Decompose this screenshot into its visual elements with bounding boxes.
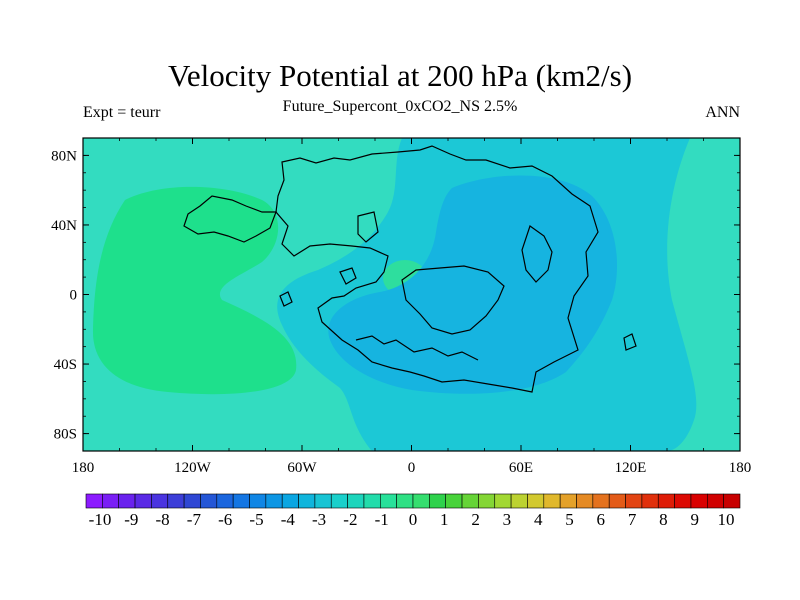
colorbar-swatch (281, 493, 299, 509)
inner-sea-outline (401, 265, 505, 335)
colorbar-swatch (314, 493, 332, 509)
colorbar-swatch (592, 493, 610, 509)
colorbar-swatch (249, 493, 267, 509)
colorbar-swatch (608, 493, 626, 509)
field-positive-region (92, 186, 297, 395)
colorbar-swatch (706, 493, 724, 509)
lon-tick-label: 60W (287, 460, 317, 476)
island-outline-4 (279, 291, 293, 307)
colorbar-label: -1 (374, 510, 389, 529)
colorbar-label: 6 (596, 510, 606, 529)
colorbar-swatch (445, 493, 463, 509)
colorbar-swatch (690, 493, 708, 509)
colorbar-swatch (216, 493, 234, 509)
colorbar-label: 2 (471, 510, 480, 529)
lon-tick-label: 180 (72, 460, 95, 476)
colorbar-label: -5 (249, 510, 264, 529)
colorbar-swatch (134, 493, 152, 509)
lon-tick-label: 120W (174, 460, 212, 476)
colorbar-swatch (559, 493, 577, 509)
colorbar-label: 9 (690, 510, 699, 529)
colorbar-swatch (347, 493, 365, 509)
colorbar-label: -9 (124, 510, 139, 529)
colorbar-label: 7 (627, 510, 637, 529)
lon-tick-label: 180 (729, 460, 752, 476)
colorbar-label: 1 (440, 510, 449, 529)
colorbar-swatch (429, 493, 447, 509)
plot-subtitle: Future_Supercont_0xCO2_NS 2.5% (282, 98, 518, 115)
colorbar-swatch (494, 493, 512, 509)
colorbar-swatch (412, 493, 430, 509)
colorbar-swatch (674, 493, 692, 509)
colorbar-swatch (461, 493, 479, 509)
colorbar-swatch (363, 493, 381, 509)
colorbar-swatch (118, 493, 136, 509)
colorbar-label: -4 (280, 510, 295, 529)
colorbar-swatch (232, 493, 250, 509)
supercontinent-outline (275, 145, 599, 393)
lon-tick-label: 120E (615, 460, 647, 476)
island-outline-3 (623, 333, 637, 351)
lon-tick-label: 60E (509, 460, 533, 476)
colorbar-swatch (298, 493, 316, 509)
colorbar-swatch (510, 493, 528, 509)
western-peninsula-outline (183, 195, 277, 243)
lat-tick-label: 80S (54, 427, 77, 443)
colorbar-label: 0 (408, 510, 418, 529)
colorbar-swatch (527, 493, 545, 509)
lat-tick-label: 0 (70, 288, 78, 304)
island-outline-2 (357, 211, 379, 243)
colorbar-swatch (396, 493, 414, 509)
plot-title: Velocity Potential at 200 hPa (km2/s) (167, 58, 633, 93)
colorbar-swatch (379, 493, 397, 509)
colorbar-label: -2 (343, 510, 358, 529)
colorbar-swatch (167, 493, 185, 509)
colorbar-swatch (102, 493, 119, 509)
lat-tick-label: 80N (51, 148, 77, 164)
season-label: ANN (705, 104, 740, 121)
island-outline-1 (339, 267, 357, 285)
colorbar-label: 3 (502, 510, 512, 529)
colorbar-label: 5 (565, 510, 574, 529)
colorbar-swatch (265, 493, 283, 509)
lat-tick-label: 40N (51, 218, 77, 234)
colorbar-swatch (723, 493, 741, 509)
colorbar-swatch (330, 493, 348, 509)
colorbar-label: -3 (312, 510, 327, 529)
lon-tick-label: 0 (408, 460, 416, 476)
colorbar-label: -6 (218, 510, 233, 529)
colorbar (85, 493, 741, 509)
field-negative-core (328, 175, 618, 394)
lat-tick-label: 40S (54, 357, 77, 373)
experiment-label: Expt = teurr (83, 104, 161, 121)
colorbar-swatch (625, 493, 643, 509)
colorbar-label: 4 (533, 510, 543, 529)
colorbar-swatch (641, 493, 659, 509)
peninsula-east-outline (521, 225, 553, 283)
colorbar-swatch (85, 493, 103, 509)
colorbar-swatch (478, 493, 496, 509)
colorbar-swatch (543, 493, 561, 509)
colorbar-swatch (200, 493, 218, 509)
colorbar-label: -7 (186, 510, 201, 529)
colorbar-label: -10 (88, 510, 112, 529)
colorbar-swatch (657, 493, 675, 509)
axis-ticks: 80N 40N 0 40S 80S 180 120W 60W 0 60E 120E 180 (51, 137, 752, 476)
colorbar-swatch (183, 493, 201, 509)
contour-field (83, 138, 740, 451)
colorbar-swatch (151, 493, 169, 509)
colorbar-label: -8 (155, 510, 170, 529)
colorbar-label: 8 (659, 510, 668, 529)
colorbar-label: 10 (717, 510, 735, 529)
continent-outlines (183, 145, 637, 393)
colorbar-swatch (576, 493, 594, 509)
southern-coast-outline (355, 335, 479, 361)
